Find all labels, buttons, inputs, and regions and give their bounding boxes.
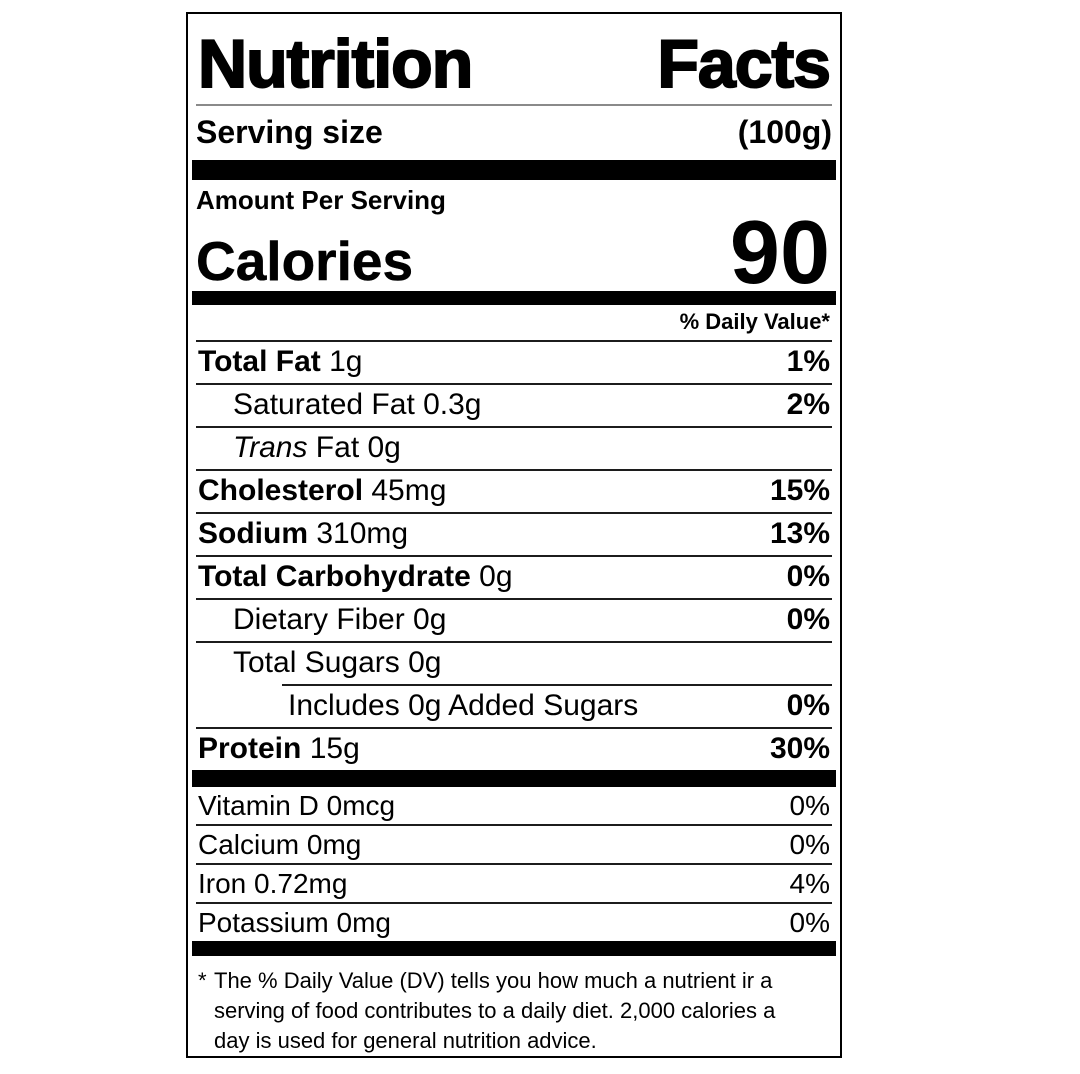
daily-value-cell: 30% [769, 732, 830, 765]
title-word-nutrition: Nutrition [197, 26, 474, 102]
calories-label: Calories [196, 230, 414, 292]
nutrient-row-added-sugars: Includes 0g Added Sugars 0% [196, 686, 832, 729]
nutrient-name: Total Sugars 0g [233, 646, 442, 679]
footnote-line: The % Daily Value (DV) tells you how muc… [214, 968, 773, 993]
daily-value-cell: 1% [786, 345, 830, 378]
daily-value-cell: 15% [769, 474, 830, 507]
nutrient-name: Total Carbohydrate 0g [198, 560, 513, 593]
nutrient-row-protein: Protein 15g 30% [196, 729, 832, 770]
nutrient-name: Saturated Fat 0.3g [233, 388, 482, 421]
nutrient-row-cholesterol: Cholesterol 45mg 15% [196, 471, 832, 514]
nutrient-row-trans-fat: Trans Fat 0g [196, 428, 832, 471]
footnote-line: serving of food contributes to a daily d… [214, 998, 776, 1023]
serving-size-value: (100g) [737, 114, 832, 150]
nutrient-name: Protein 15g [198, 732, 360, 765]
daily-value-cell: 13% [769, 517, 830, 550]
nutrient-row-total-carbohydrate: Total Carbohydrate 0g 0% [196, 557, 832, 600]
nutrition-facts-label: Nutrition Facts Serving size (100g) Amou… [186, 12, 842, 1058]
serving-size-row: Serving size (100g) [196, 106, 832, 160]
nutrient-row-total-sugars: Total Sugars 0g [196, 643, 832, 684]
micronutrient-name: Iron 0.72mg [198, 868, 348, 899]
protein-divider [192, 770, 836, 787]
daily-value-cell: 0% [786, 560, 830, 593]
micronutrient-row-iron: Iron 0.72mg 4% [196, 865, 832, 904]
nutrient-name: Total Fat 1g [198, 345, 363, 378]
footnote-line: day is used for general nutrition advice… [214, 1028, 597, 1053]
calories-value: 90 [729, 203, 830, 304]
daily-value-cell: 4% [789, 868, 830, 899]
footnote-text: The % Daily Value (DV) tells you how muc… [214, 966, 775, 1056]
nutrient-row-dietary-fiber: Dietary Fiber 0g 0% [196, 600, 832, 643]
serving-size-label: Serving size [196, 114, 383, 150]
micronutrient-row-potassium: Potassium 0mg 0% [196, 904, 832, 941]
title-divider [196, 104, 832, 106]
nutrient-row-sodium: Sodium 310mg 13% [196, 514, 832, 557]
daily-value-cell: 0% [786, 603, 830, 636]
micronutrient-name: Calcium 0mg [198, 829, 362, 860]
footnote: * The % Daily Value (DV) tells you how m… [196, 956, 832, 1056]
daily-value-cell: 0% [789, 907, 830, 938]
nutrient-name: Includes 0g Added Sugars [288, 689, 639, 722]
micronutrient-divider [192, 941, 836, 956]
nutrient-name: Dietary Fiber 0g [233, 603, 447, 636]
footnote-asterisk: * [198, 968, 207, 993]
calories-row: Calories 90 [196, 203, 832, 304]
calories-divider [192, 291, 836, 305]
micronutrient-name: Vitamin D 0mcg [198, 790, 396, 821]
daily-value-cell: 0% [786, 689, 830, 722]
daily-value-cell: 2% [786, 388, 830, 421]
daily-value-cell: 0% [789, 829, 830, 860]
nutrient-row-saturated-fat: Saturated Fat 0.3g 2% [196, 385, 832, 428]
daily-value-cell: 0% [789, 790, 830, 821]
amount-per-serving-label: Amount Per Serving [196, 185, 446, 215]
nutrient-name: Trans Fat 0g [233, 431, 401, 464]
nutrient-name: Cholesterol 45mg [198, 474, 447, 507]
label-title: Nutrition Facts [196, 14, 832, 104]
micronutrient-row-vitamin-d: Vitamin D 0mcg 0% [196, 787, 832, 826]
daily-value-header: % Daily Value* [196, 305, 832, 342]
sugars-sub-divider [282, 684, 832, 686]
nutrient-row-total-fat: Total Fat 1g 1% [196, 342, 832, 385]
micronutrient-row-calcium: Calcium 0mg 0% [196, 826, 832, 865]
thick-divider-top [192, 160, 836, 180]
title-word-facts: Facts [656, 26, 832, 102]
micronutrient-name: Potassium 0mg [198, 907, 391, 938]
nutrient-name: Sodium 310mg [198, 517, 409, 550]
